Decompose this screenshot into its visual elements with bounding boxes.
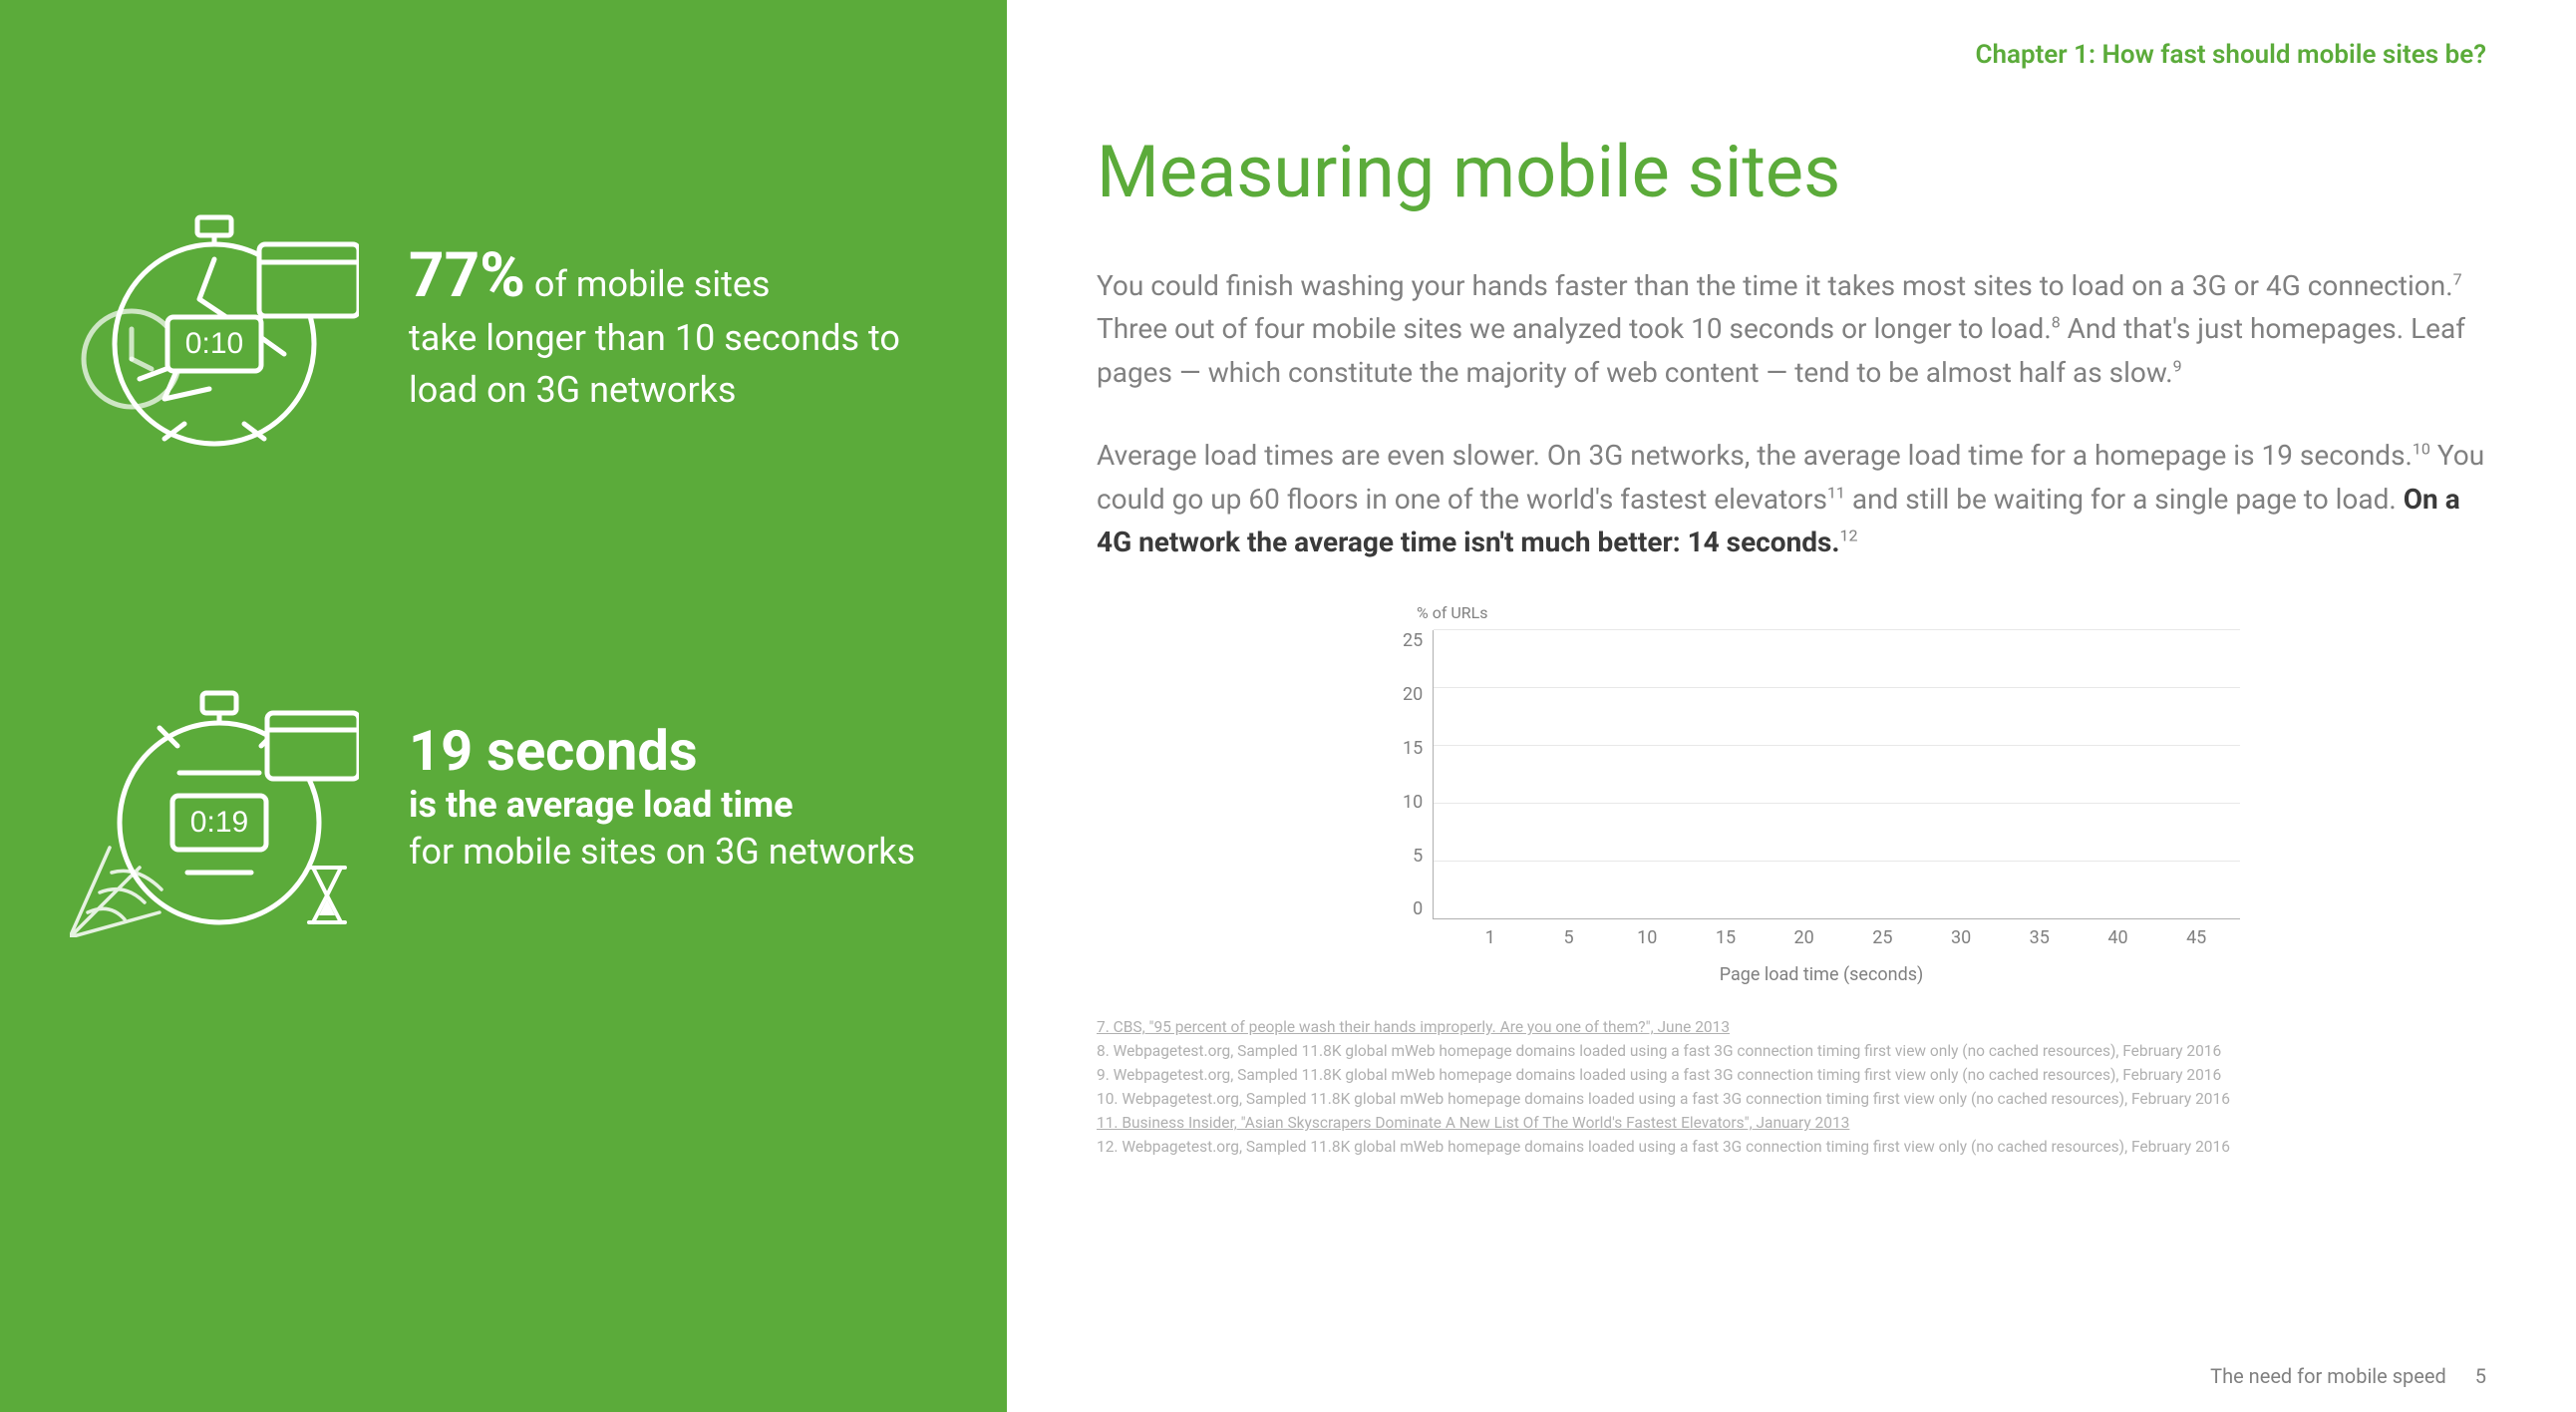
page-footer: The need for mobile speed 5 [2210, 1364, 2486, 1388]
right-content-panel: Chapter 1: How fast should mobile sites … [1007, 0, 2576, 1412]
sup-7: 7 [2453, 270, 2462, 289]
timer-text-1: 0:10 [185, 327, 243, 360]
paragraph-2: Average load times are even slower. On 3… [1097, 434, 2486, 563]
x-tick: 20 [1767, 927, 1842, 948]
chart-y-axis: 25 20 15 10 5 0 [1403, 630, 1433, 919]
page-title: Measuring mobile sites [1097, 130, 2486, 214]
x-tick: 5 [1531, 927, 1607, 948]
p2-c: and still be waiting for a single page t… [1845, 483, 2404, 516]
footer-text: The need for mobile speed [2210, 1364, 2446, 1388]
x-tick: 15 [1688, 927, 1764, 948]
sup-12: 12 [1840, 527, 1858, 545]
stat-text-1: 77% of mobile sites take longer than 10 … [409, 199, 927, 416]
chart-plot [1433, 630, 2240, 919]
paragraph-1: You could finish washing your hands fast… [1097, 264, 2486, 394]
chart-y-label: % of URLs [1417, 603, 2240, 622]
footnote-12: 12. Webpagetest.org, Sampled 11.8K globa… [1097, 1135, 2486, 1159]
stat-rest-2: for mobile sites on 3G networks [409, 826, 915, 878]
x-tick: 35 [2002, 927, 2078, 948]
x-tick: 40 [2081, 927, 2156, 948]
sup-11: 11 [1827, 483, 1845, 502]
stat-block-19sec: 0:19 19 seconds is the average [70, 678, 937, 937]
left-stats-panel: 0:10 77% of mobile sites take longer tha… [0, 0, 1007, 1412]
timer-text-2: 0:19 [190, 806, 248, 839]
p2-a: Average load times are even slower. On 3… [1097, 439, 2413, 472]
x-tick: 30 [1923, 927, 1999, 948]
y-tick: 5 [1413, 846, 1423, 867]
stat-block-77pct: 0:10 77% of mobile sites take longer tha… [70, 199, 937, 459]
stat-bold-2: is the average load time [409, 784, 915, 826]
stat-rest-1: take longer than 10 seconds to load on 3… [409, 312, 927, 416]
y-tick: 20 [1403, 684, 1423, 705]
load-time-histogram: % of URLs 2520151050 151015202530354045 … [1343, 603, 2240, 985]
p1-a: You could finish washing your hands fast… [1097, 269, 2453, 302]
chart-area: 25 20 15 10 5 0 [1403, 630, 2240, 919]
stat-value-2: 19 seconds [409, 718, 698, 784]
y-tick: 25 [1403, 630, 1423, 651]
footnote-11[interactable]: 11. Business Insider, "Asian Skyscrapers… [1097, 1111, 2486, 1135]
footnotes: 7. CBS, "95 percent of people wash their… [1097, 1015, 2486, 1159]
p1-b: Three out of four mobile sites we analyz… [1097, 312, 2052, 345]
broken-clock-icon: 0:10 [70, 199, 359, 459]
footnote-9: 9. Webpagetest.org, Sampled 11.8K global… [1097, 1063, 2486, 1087]
footnote-7[interactable]: 7. CBS, "95 percent of people wash their… [1097, 1015, 2486, 1039]
sup-8: 8 [2052, 313, 2061, 332]
stat-value-1: 77% [409, 239, 525, 312]
sup-10: 10 [2413, 440, 2430, 459]
x-tick: 25 [1845, 927, 1921, 948]
page-number: 5 [2475, 1364, 2486, 1388]
x-tick: 1 [1452, 927, 1528, 948]
stopwatch-cobweb-icon: 0:19 [70, 678, 359, 937]
stat-text-2: 19 seconds is the average load time for … [409, 678, 915, 878]
x-tick: 10 [1609, 927, 1685, 948]
stat-inline-1: of mobile sites [525, 263, 771, 305]
y-tick: 0 [1413, 898, 1423, 919]
y-tick: 10 [1403, 792, 1423, 813]
chart-x-label: Page load time (seconds) [1403, 964, 2240, 985]
y-tick: 15 [1403, 738, 1423, 759]
footnote-10: 10. Webpagetest.org, Sampled 11.8K globa… [1097, 1087, 2486, 1111]
chart-x-axis: 151015202530354045 [1447, 919, 2240, 948]
footnote-8: 8. Webpagetest.org, Sampled 11.8K global… [1097, 1039, 2486, 1063]
sup-9: 9 [2173, 356, 2182, 375]
x-tick: 45 [2158, 927, 2234, 948]
chapter-label: Chapter 1: How fast should mobile sites … [1097, 40, 2486, 70]
